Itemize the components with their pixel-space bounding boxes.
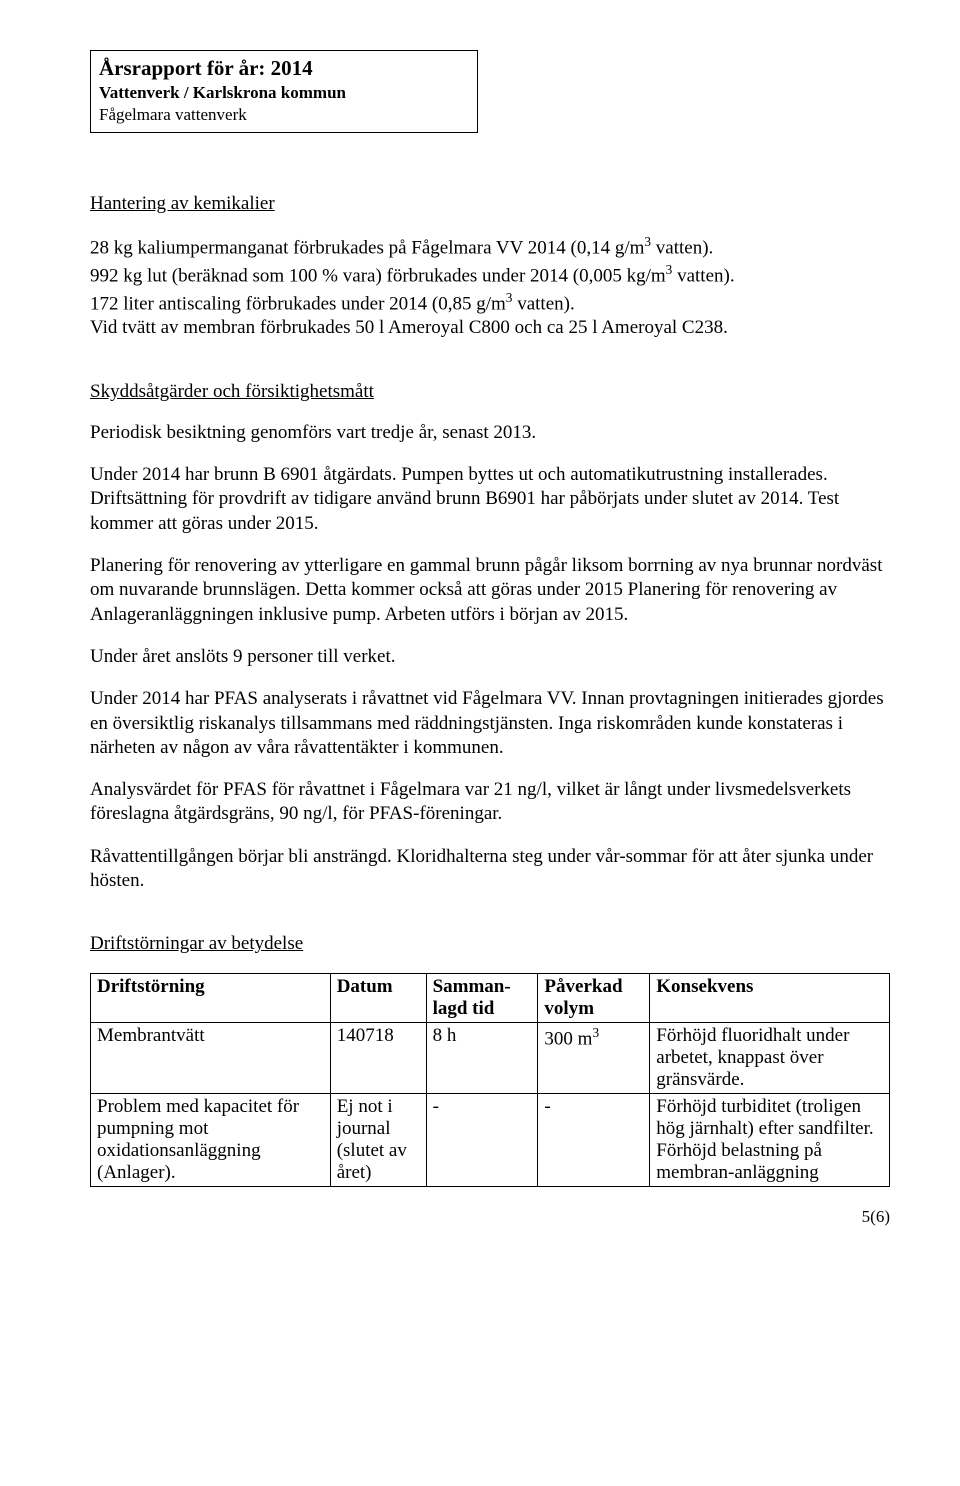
section-heading-disruptions: Driftstörningar av betydelse xyxy=(90,933,890,955)
safety-p5: Under 2014 har PFAS analyserats i råvatt… xyxy=(90,687,890,760)
document-page: Årsrapport för år: 2014 Vattenverk / Kar… xyxy=(0,0,960,1267)
report-title: Årsrapport för år: 2014 xyxy=(99,55,469,82)
page-number: 5(6) xyxy=(90,1207,890,1227)
safety-p7: Råvattentillgången börjar bli ansträngd.… xyxy=(90,845,890,894)
cell-r1c4-sup: 3 xyxy=(592,1025,599,1040)
table-row: Membrantvätt 140718 8 h 300 m3 Förhöjd f… xyxy=(91,1023,890,1094)
safety-p3: Planering för renovering av ytterligare … xyxy=(90,554,890,627)
report-subtitle-1: Vattenverk / Karlskrona kommun xyxy=(99,82,469,104)
safety-p6: Analysvärdet för PFAS för råvattnet i Få… xyxy=(90,778,890,827)
section-heading-safety: Skyddsåtgärder och försiktighetsmått xyxy=(90,381,890,403)
chem-line4: Vid tvätt av membran förbrukades 50 l Am… xyxy=(90,317,728,338)
cell-r2c4-val: - xyxy=(544,1096,550,1117)
safety-p1: Periodisk besiktning genomförs vart tred… xyxy=(90,421,890,445)
cell-r1c3: 8 h xyxy=(426,1023,538,1094)
col-header-3: Samman-lagd tid xyxy=(426,974,538,1023)
chem-line2a: 992 kg lut (beräknad som 100 % vara) för… xyxy=(90,265,666,286)
chem-line1b: vatten). xyxy=(651,238,713,259)
cell-r1c1: Membrantvätt xyxy=(91,1023,331,1094)
col-header-1: Driftstörning xyxy=(91,974,331,1023)
header-box: Årsrapport för år: 2014 Vattenverk / Kar… xyxy=(90,50,478,133)
cell-r2c3: - xyxy=(426,1094,538,1187)
cell-r1c4-val: 300 m xyxy=(544,1029,592,1050)
col-header-5: Konsekvens xyxy=(650,974,890,1023)
safety-p4: Under året anslöts 9 personer till verke… xyxy=(90,645,890,669)
table-row: Problem med kapacitet för pumpning mot o… xyxy=(91,1094,890,1187)
col-header-4: Påverkad volym xyxy=(538,974,650,1023)
chem-line2b: vatten). xyxy=(672,265,734,286)
cell-r1c4: 300 m3 xyxy=(538,1023,650,1094)
cell-r2c2: Ej not i journal (slutet av året) xyxy=(330,1094,426,1187)
cell-r1c2: 140718 xyxy=(330,1023,426,1094)
cell-r2c1: Problem med kapacitet för pumpning mot o… xyxy=(91,1094,331,1187)
chem-line3a: 172 liter antiscaling förbrukades under … xyxy=(90,293,506,314)
cell-r2c4: - xyxy=(538,1094,650,1187)
report-subtitle-2: Fågelmara vattenverk xyxy=(99,104,469,126)
col-header-2: Datum xyxy=(330,974,426,1023)
chemicals-paragraph: 28 kg kaliumpermanganat förbrukades på F… xyxy=(90,233,890,340)
disruption-table: Driftstörning Datum Samman-lagd tid Påve… xyxy=(90,973,890,1187)
table-header-row: Driftstörning Datum Samman-lagd tid Påve… xyxy=(91,974,890,1023)
section-heading-chemicals: Hantering av kemikalier xyxy=(90,193,890,215)
cell-r2c5: Förhöjd turbiditet (troligen hög järnhal… xyxy=(650,1094,890,1187)
chem-line1a: 28 kg kaliumpermanganat förbrukades på F… xyxy=(90,238,644,259)
cell-r1c5: Förhöjd fluoridhalt under arbetet, knapp… xyxy=(650,1023,890,1094)
chem-line3b: vatten). xyxy=(512,293,574,314)
safety-p2: Under 2014 har brunn B 6901 åtgärdats. P… xyxy=(90,463,890,536)
